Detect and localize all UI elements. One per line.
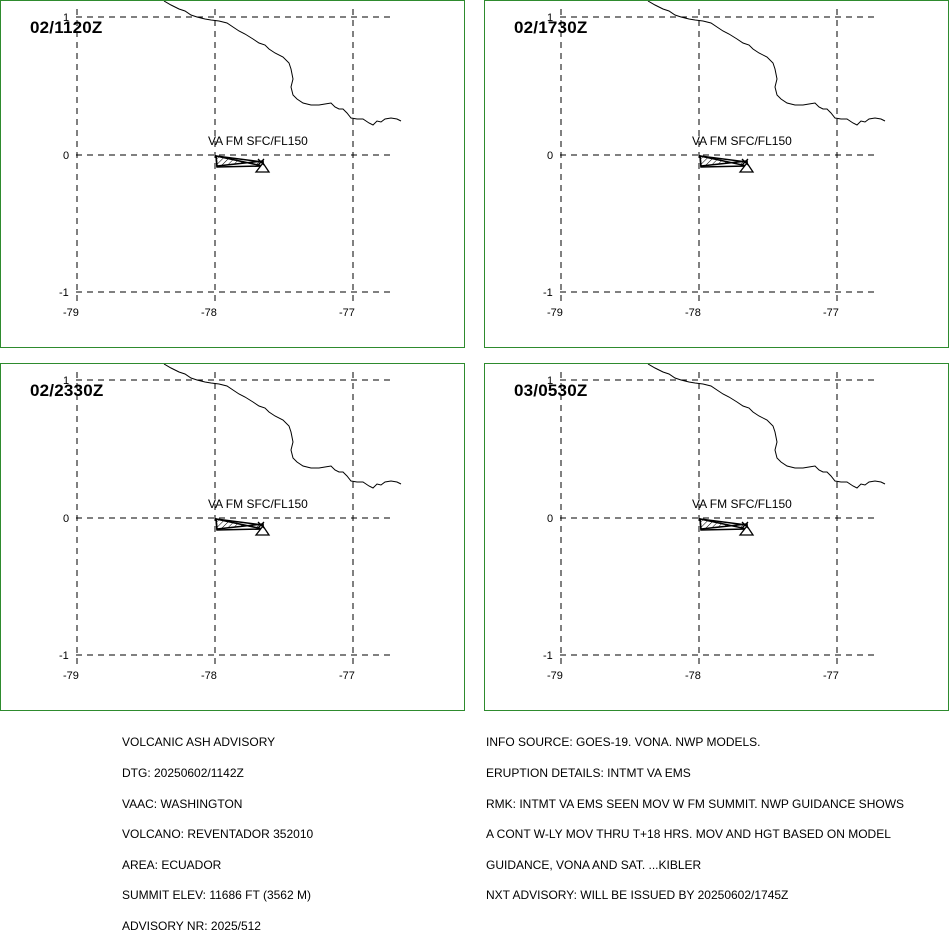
panel-time-label: 03/0530Z xyxy=(514,381,588,400)
vent-x-icon xyxy=(257,521,265,529)
longitude-tick-label: -79 xyxy=(63,307,79,319)
volcano-marker-icon xyxy=(738,524,755,536)
advisory-line: ADVISORY NR: 2025/512 xyxy=(122,919,261,934)
volcano-marker-icon xyxy=(254,161,271,173)
ash-cloud-label: VA FM SFC/FL150 xyxy=(208,134,308,148)
panel-time-label: 02/1120Z xyxy=(30,18,103,37)
coastline xyxy=(647,1,886,126)
longitude-tick-label: -79 xyxy=(63,670,79,682)
longitude-tick-label: -77 xyxy=(339,307,355,319)
vent-x-icon xyxy=(741,158,749,166)
vent-x-icon xyxy=(257,158,265,166)
remarks-line: ERUPTION DETAILS: INTMT VA EMS xyxy=(486,766,691,781)
longitude-tick-label: -79 xyxy=(547,670,563,682)
forecast-panel-2: 02/2330Z 1 0 -1 -79 -78 -77 VA FM SFC/FL150 xyxy=(0,363,465,711)
advisory-line: SUMMIT ELEV: 11686 FT (3562 M) xyxy=(122,888,311,903)
longitude-tick-label: -77 xyxy=(823,670,839,682)
ash-cloud-label: VA FM SFC/FL150 xyxy=(692,134,792,148)
latitude-tick-label: 1 xyxy=(63,12,69,24)
latitude-tick-label: -1 xyxy=(543,287,553,299)
advisory-line: VAAC: WASHINGTON xyxy=(122,796,243,811)
advisory-line: AREA: ECUADOR xyxy=(122,857,222,872)
advisory-line: VOLCANO: REVENTADOR 352010 xyxy=(122,827,314,842)
latitude-tick-label: 1 xyxy=(63,375,69,387)
panel-map: 1 0 -1 -79 -78 -77 VA FM SFC/FL150 xyxy=(59,364,402,682)
advisory-line: VOLCANIC ASH ADVISORY xyxy=(122,735,276,750)
forecast-panel-0: 02/1120Z 1 0 -1 -79 -78 -77 VA FM SFC/FL150 xyxy=(0,0,465,348)
panel-map: 1 0 -1 -79 -78 -77 VA FM SFC/FL150 xyxy=(543,364,886,682)
coastline xyxy=(163,1,402,126)
remarks-line: GUIDANCE, VONA AND SAT. ...KIBLER xyxy=(486,857,702,872)
vent-x-icon xyxy=(741,521,749,529)
panel-map: 1 0 -1 -79 -78 -77 VA FM SFC/FL150 xyxy=(59,1,402,319)
forecast-panel-1: 02/1730Z 1 0 -1 -79 -78 -77 VA FM SFC/FL150 xyxy=(484,0,949,348)
longitude-tick-label: -78 xyxy=(685,670,701,682)
latitude-tick-label: -1 xyxy=(543,650,553,662)
latitude-tick-label: -1 xyxy=(59,287,69,299)
latitude-tick-label: 1 xyxy=(547,12,553,24)
panel-time-label: 02/2330Z xyxy=(30,381,104,400)
longitude-tick-label: -77 xyxy=(823,307,839,319)
latitude-tick-label: 0 xyxy=(547,513,553,525)
latitude-tick-label: -1 xyxy=(59,650,69,662)
ash-cloud-label: VA FM SFC/FL150 xyxy=(692,497,792,511)
longitude-tick-label: -78 xyxy=(201,670,217,682)
latitude-tick-label: 0 xyxy=(63,150,69,162)
latitude-tick-label: 0 xyxy=(63,513,69,525)
longitude-tick-label: -78 xyxy=(201,307,217,319)
ash-cloud-label: VA FM SFC/FL150 xyxy=(208,497,308,511)
advisory-line: DTG: 20250602/1142Z xyxy=(122,766,244,781)
panel-time-label: 02/1730Z xyxy=(514,18,588,37)
volcano-marker-icon xyxy=(254,524,271,536)
panel-map: 1 0 -1 -79 -78 -77 VA FM SFC/FL150 xyxy=(543,1,886,319)
remarks-line: RMK: INTMT VA EMS SEEN MOV W FM SUMMIT. … xyxy=(486,796,905,811)
latitude-tick-label: 1 xyxy=(547,375,553,387)
volcano-marker-icon xyxy=(738,161,755,173)
remarks-line: NXT ADVISORY: WILL BE ISSUED BY 20250602… xyxy=(486,888,789,903)
coastline xyxy=(163,364,402,489)
remarks-line: INFO SOURCE: GOES-19. VONA. NWP MODELS. xyxy=(486,735,761,750)
advisory-header-block: VOLCANIC ASH ADVISORY DTG: 20250602/1142… xyxy=(122,717,313,941)
advisory-remarks-block: INFO SOURCE: GOES-19. VONA. NWP MODELS. … xyxy=(486,717,904,911)
coastline xyxy=(647,364,886,489)
remarks-line: A CONT W-LY MOV THRU T+18 HRS. MOV AND H… xyxy=(486,827,891,842)
longitude-tick-label: -79 xyxy=(547,307,563,319)
longitude-tick-label: -77 xyxy=(339,670,355,682)
latitude-tick-label: 0 xyxy=(547,150,553,162)
forecast-panel-3: 03/0530Z 1 0 -1 -79 -78 -77 VA FM SFC/FL150 xyxy=(484,363,949,711)
longitude-tick-label: -78 xyxy=(685,307,701,319)
